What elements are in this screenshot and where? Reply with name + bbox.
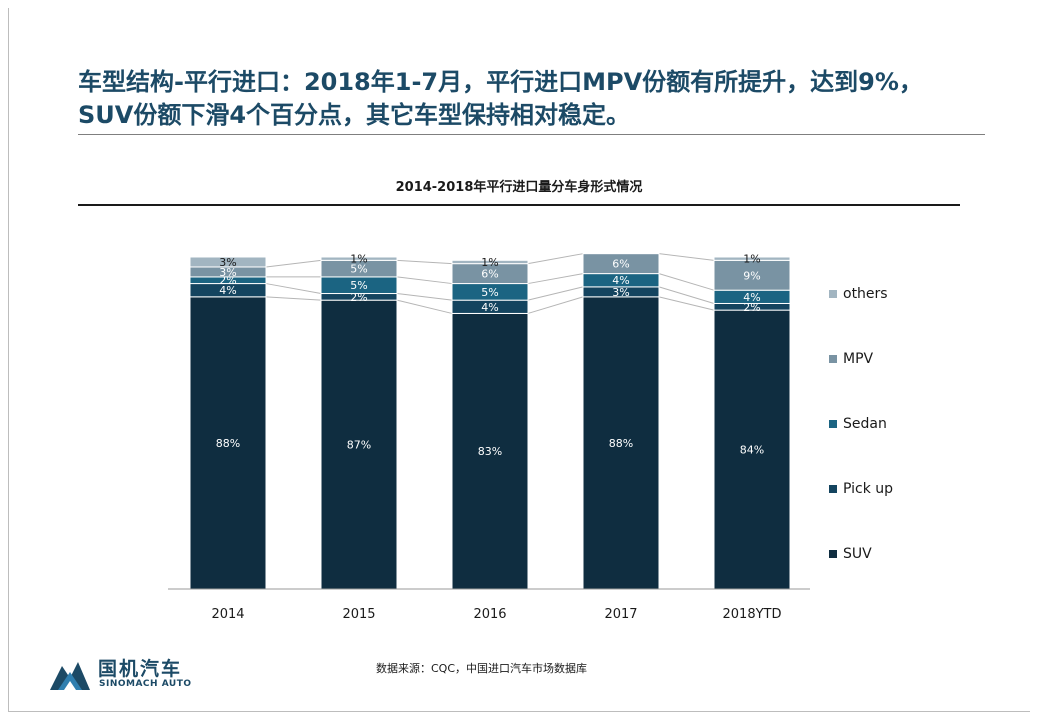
bar-segment [713, 259, 791, 291]
data-label: 4% [481, 301, 498, 314]
x-tick-label: 2016 [473, 607, 506, 622]
connector-line [396, 299, 453, 314]
frame-bottom-line [8, 711, 1030, 712]
data-label: 6% [481, 268, 498, 281]
bar-segment [451, 312, 529, 590]
data-label: 6% [612, 258, 629, 271]
bar-segment [582, 296, 660, 590]
x-tick-label: 2017 [604, 607, 637, 622]
chart-title-divider [78, 204, 960, 206]
data-label: 4% [219, 284, 236, 297]
legend-swatch [829, 355, 837, 363]
connector-line [265, 283, 322, 295]
bar-segment [189, 256, 267, 268]
legend-swatch [829, 290, 837, 298]
data-label: 1% [481, 256, 498, 269]
headline-divider [78, 134, 985, 135]
bar-segment [713, 309, 791, 590]
x-tick-label: 2014 [211, 607, 244, 622]
headline-line-1: 车型结构-平行进口：2018年1-7月，平行进口MPV份额有所提升，达到9%， [78, 68, 923, 96]
connector-line [527, 253, 584, 265]
legend-swatch [829, 550, 837, 558]
headline-line-2: SUV份额下滑4个百分点，其它车型保持相对稳定。 [78, 101, 631, 129]
data-label: 3% [219, 266, 236, 279]
data-label: 5% [350, 279, 367, 292]
data-label: 88% [216, 437, 240, 450]
data-label: 1% [350, 253, 367, 266]
frame-left-line [8, 8, 9, 712]
data-label: 4% [612, 274, 629, 287]
bar-segment [713, 256, 791, 261]
slide-headline: 车型结构-平行进口：2018年1-7月，平行进口MPV份额有所提升，达到9%， … [78, 66, 1008, 132]
legend-swatch [829, 420, 837, 428]
data-label: 4% [743, 291, 760, 304]
connector-line [396, 276, 453, 285]
connector-line [527, 286, 584, 301]
data-label: 5% [481, 286, 498, 299]
connector-line [658, 286, 715, 304]
data-label: 2% [350, 291, 367, 304]
data-label: 3% [612, 286, 629, 299]
connector-line [265, 296, 322, 301]
data-label: 9% [743, 269, 760, 282]
data-label: 1% [743, 253, 760, 266]
connector-line [658, 296, 715, 311]
data-label: 83% [478, 445, 502, 458]
connector-line [527, 296, 584, 314]
logo-text-cn: 国机汽车 [98, 658, 183, 680]
data-label: 84% [740, 444, 764, 457]
x-tick-label: 2018YTD [723, 607, 782, 622]
bar-segment [451, 259, 529, 265]
bar-segment [320, 256, 398, 261]
data-label: 88% [609, 437, 633, 450]
connector-line [396, 259, 453, 265]
connector-line [658, 253, 715, 261]
data-label: 5% [350, 263, 367, 276]
logo-text-en: SINOMACH AUTO [99, 679, 192, 689]
legend-label: MPV [843, 351, 874, 367]
legend-label: SUV [843, 546, 872, 562]
legend-label: Pick up [843, 481, 893, 497]
legend-label: Sedan [843, 416, 887, 432]
company-logo: 国机汽车 SINOMACH AUTO [50, 652, 250, 696]
legend-label: others [843, 286, 888, 302]
bar-segment [582, 253, 660, 275]
data-label: 87% [347, 439, 371, 452]
x-tick-label: 2015 [342, 607, 375, 622]
data-label: 2% [219, 274, 236, 287]
legend-swatch [829, 485, 837, 493]
connector-line [265, 259, 322, 268]
chart-title: 2014-2018年平行进口量分车身形式情况 [395, 180, 643, 195]
connector-line [396, 293, 453, 301]
data-source-note: 数据来源：CQC，中国进口汽车市场数据库 [376, 662, 588, 675]
mountain-logo-icon [50, 662, 90, 690]
data-label: 2% [743, 301, 760, 314]
connector-line [527, 273, 584, 285]
data-label: 3% [219, 256, 236, 269]
bar-segment [320, 299, 398, 590]
connector-line [658, 273, 715, 291]
